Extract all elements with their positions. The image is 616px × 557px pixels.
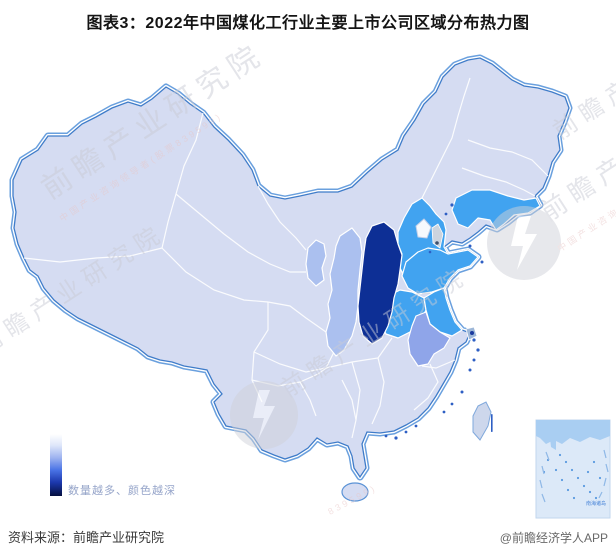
inset-island-dots [542,453,602,500]
shanghai-city-dot [470,331,474,335]
colored-provinces [305,189,541,367]
legend-gradient-bar [50,434,62,496]
credit-note: @前瞻经济学人APP [499,531,608,545]
page-title: 图表3：2022年中国煤化工行业主要上市公司区域分布热力图 [86,15,530,32]
province-anhui [407,311,451,367]
watermark-logo-bolt-icon [253,390,275,440]
inset-peninsula [550,438,556,450]
province-shanxi [357,221,403,345]
south-china-sea-inset: 南海诸岛 [535,419,611,519]
inset-coastline [536,420,610,444]
inset-label: 南海诸岛 [586,500,606,507]
province-borders [23,77,549,439]
province-shaanxi [325,227,363,357]
inset-dash-line [539,449,609,503]
province-shandong [401,247,479,295]
island-taiwan [472,401,492,441]
province-tianjin [431,223,444,249]
watermark-logo-bolt-icon [511,216,537,270]
tianjin-city-dot [435,241,439,245]
legend-label: 数量越多、颜色越深 [68,485,176,497]
coastal-island-dots [384,203,493,440]
island-hainan [341,482,369,502]
province-ningxia [305,239,327,287]
source-note: 资料来源：前瞻产业研究院 [8,530,165,545]
province-beijing [415,218,432,239]
